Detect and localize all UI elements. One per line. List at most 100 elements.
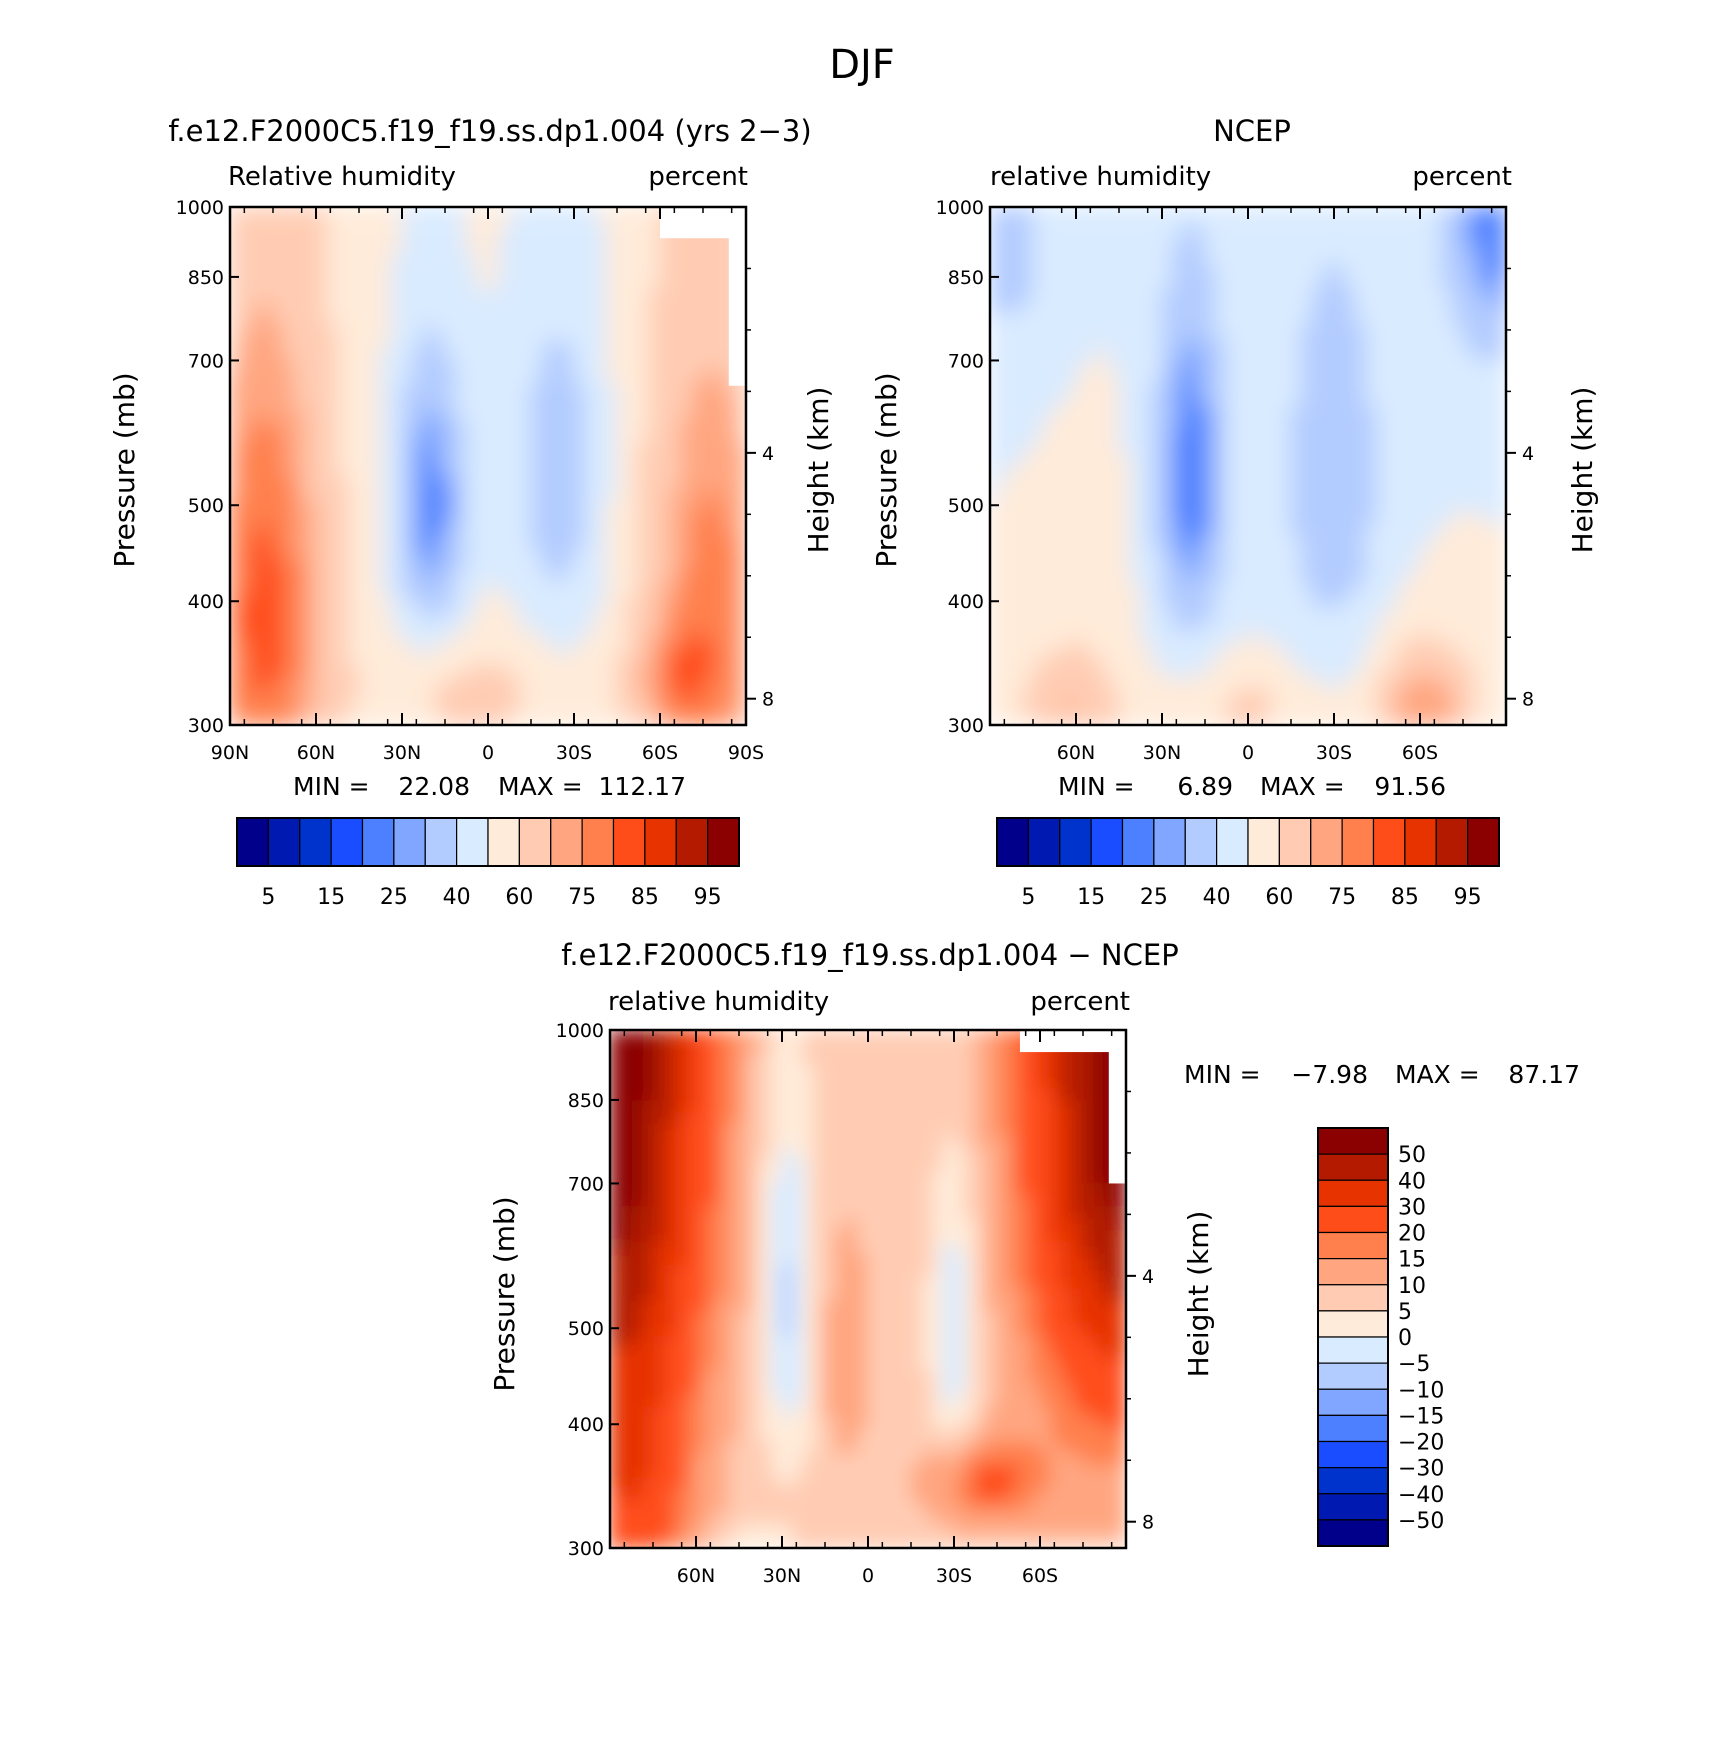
contour-cell (423, 560, 435, 573)
contour-cell (670, 383, 682, 396)
contour-cell (631, 1218, 643, 1231)
contour-cell (1043, 289, 1055, 302)
contour-cell (1172, 536, 1184, 549)
contour-cell (1032, 442, 1044, 455)
contour-cell (1011, 348, 1023, 361)
contour-cell (1183, 301, 1195, 314)
contour-cell (240, 430, 252, 443)
contour-cell (1097, 677, 1109, 690)
contour-cell (702, 312, 714, 325)
contour-cell (1312, 348, 1324, 361)
contour-cell (1344, 595, 1356, 608)
contour-cell (1366, 312, 1378, 325)
contour-cell (627, 630, 639, 643)
contour-cell (487, 359, 499, 372)
contour-cell (380, 348, 392, 361)
contour-cell (455, 395, 467, 408)
contour-cell (1043, 524, 1055, 537)
contour-cell (728, 1524, 740, 1537)
contour-cell (1355, 442, 1367, 455)
contour-cell (337, 218, 349, 231)
contour-cell (627, 442, 639, 455)
contour-cell (681, 430, 693, 443)
contour-cell (1462, 289, 1474, 302)
contour-cell (455, 371, 467, 384)
contour-cell (620, 1065, 632, 1078)
contour-cell (681, 418, 693, 431)
contour-cell (498, 501, 510, 514)
contour-cell (380, 230, 392, 243)
contour-cell (369, 642, 381, 655)
contour-cell (369, 571, 381, 584)
contour-cell (1022, 571, 1034, 584)
contour-cell (1011, 289, 1023, 302)
contour-cell (1000, 418, 1012, 431)
contour-cell (713, 253, 725, 266)
contour-cell (1000, 524, 1012, 537)
contour-cell (1366, 371, 1378, 384)
contour-cell (1237, 642, 1249, 655)
contour-cell (717, 1418, 729, 1431)
contour-cell (1215, 583, 1227, 596)
contour-cell (620, 1206, 632, 1219)
contour-cell (423, 583, 435, 596)
contour-cell (649, 595, 661, 608)
contour-cell (1269, 301, 1281, 314)
contour-cell (1344, 618, 1356, 631)
contour-cell (1161, 571, 1173, 584)
contour-cell (1344, 277, 1356, 290)
contour-cell (348, 560, 360, 573)
contour-cell (1194, 536, 1206, 549)
contour-cell (674, 1312, 686, 1325)
contour-cell (1398, 477, 1410, 490)
contour-cell (584, 359, 596, 372)
contour-cell (1086, 524, 1098, 537)
contour-cell (434, 454, 446, 467)
contour-cell (391, 218, 403, 231)
contour-cell (695, 1441, 707, 1454)
contour-cell (717, 1171, 729, 1184)
contour-cell (706, 1230, 718, 1243)
contour-cell (1409, 277, 1421, 290)
contour-cell (1000, 359, 1012, 372)
contour-cell (1430, 713, 1442, 726)
contour-cell (638, 512, 650, 525)
contour-cell (1226, 571, 1238, 584)
contour-cell (1430, 324, 1442, 337)
contour-cell (1108, 477, 1120, 490)
contour-cell (391, 512, 403, 525)
contour-cell (1430, 489, 1442, 502)
contour-cell (1065, 548, 1077, 561)
contour-cell (401, 524, 413, 537)
contour-cell (695, 1159, 707, 1172)
contour-cell (348, 442, 360, 455)
contour-cell (692, 607, 704, 620)
contour-cell (509, 348, 521, 361)
colorbar-swatch (1468, 818, 1499, 866)
contour-cell (1043, 571, 1055, 584)
contour-cell (498, 336, 510, 349)
contour-cell (315, 301, 327, 314)
contour-cell (1333, 407, 1345, 420)
contour-cell (659, 607, 671, 620)
contour-cell (663, 1041, 675, 1054)
contour-cell (1366, 642, 1378, 655)
contour-cell (573, 560, 585, 573)
contour-cell (315, 630, 327, 643)
contour-cell (1086, 630, 1098, 643)
contour-cell (692, 418, 704, 431)
contour-cell (498, 289, 510, 302)
contour-cell (530, 595, 542, 608)
contour-cell (434, 607, 446, 620)
colorbar-swatch (488, 818, 519, 866)
contour-cell (520, 454, 532, 467)
contour-cell (541, 230, 553, 243)
contour-cell (444, 677, 456, 690)
contour-cell (1194, 230, 1206, 243)
contour-cell (706, 1418, 718, 1431)
contour-cell (1086, 501, 1098, 514)
contour-cell (477, 242, 489, 255)
contour-cell (649, 442, 661, 455)
contour-cell (509, 336, 521, 349)
contour-cell (1215, 666, 1227, 679)
